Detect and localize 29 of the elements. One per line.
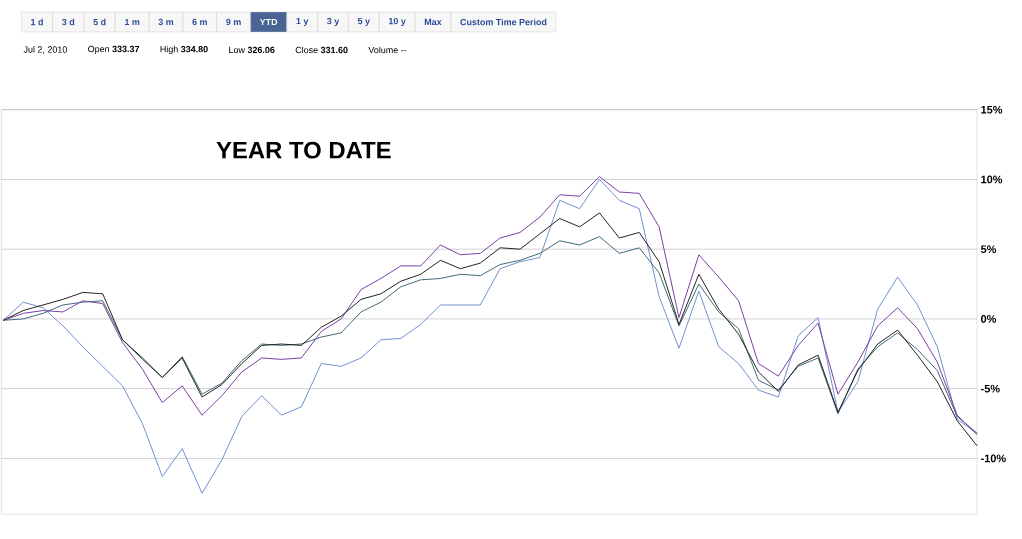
text: Close 331.60 (295, 46, 348, 54)
line-series (2, 176, 978, 436)
text: 6 m (192, 18, 207, 25)
text: High 334.80 (160, 45, 208, 54)
text: Volume -- (368, 46, 407, 54)
text: Jul 2, 2010 (23, 45, 67, 54)
text: YTD (259, 18, 278, 25)
text: Low 326.06 (229, 46, 275, 53)
y-tick-label: 10% (981, 175, 1003, 184)
y-tick-label: 15% (981, 105, 1003, 114)
text: 10 y (388, 17, 406, 26)
text: 1 m (125, 18, 140, 25)
text: 3 d (62, 18, 75, 26)
y-tick-label: -5% (981, 384, 1000, 393)
y-tick-label: -10% (981, 454, 1006, 463)
text: 5 d (93, 18, 106, 26)
text: Max (424, 18, 442, 25)
text: 3 y (326, 17, 340, 26)
text: 1 d (31, 18, 43, 26)
text: 9 m (226, 18, 241, 25)
y-tick-label: 0% (981, 314, 997, 323)
y-tick-label: 5% (980, 245, 997, 253)
text: 3 m (158, 18, 174, 25)
text: Open 333.37 (88, 45, 140, 54)
text: Custom Time Period (460, 18, 547, 26)
text: YEAR TO DATE (216, 141, 391, 159)
text: 1 y (296, 17, 309, 26)
line-series (2, 235, 978, 434)
text: 5 y (357, 17, 370, 26)
